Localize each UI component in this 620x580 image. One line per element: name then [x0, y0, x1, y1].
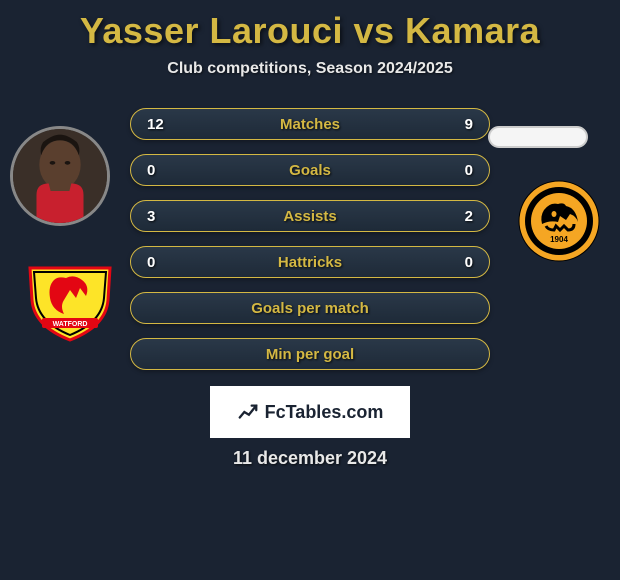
- stat-left-value: 3: [147, 208, 177, 225]
- fctables-logo: FcTables.com: [210, 386, 410, 438]
- stat-row-matches: 12 Matches 9: [130, 108, 490, 140]
- stat-label: Assists: [283, 208, 336, 225]
- player-avatar-right: [488, 126, 588, 148]
- stat-right-value: 9: [443, 116, 473, 133]
- stat-right-value: 0: [443, 162, 473, 179]
- chart-up-icon: [237, 401, 259, 423]
- comparison-title: Yasser Larouci vs Kamara: [0, 10, 620, 52]
- stat-right-value: 2: [443, 208, 473, 225]
- svg-text:WATFORD: WATFORD: [53, 321, 88, 328]
- player-silhouette-icon: [13, 129, 107, 223]
- date-text: 11 december 2024: [0, 448, 620, 469]
- stat-label: Hattricks: [278, 254, 342, 271]
- player-avatar-left: [10, 126, 110, 226]
- stat-row-goals-per-match: Goals per match: [130, 292, 490, 324]
- stat-row-hattricks: 0 Hattricks 0: [130, 246, 490, 278]
- stat-right-value: 0: [443, 254, 473, 271]
- stat-label: Goals: [289, 162, 331, 179]
- club-badge-right: 1904: [518, 180, 600, 262]
- stat-row-min-per-goal: Min per goal: [130, 338, 490, 370]
- stat-left-value: 0: [147, 254, 177, 271]
- stat-rows: 12 Matches 9 0 Goals 0 3 Assists 2 0 Hat…: [130, 108, 490, 370]
- logo-text: FcTables.com: [265, 402, 384, 423]
- stat-row-goals: 0 Goals 0: [130, 154, 490, 186]
- svg-text:1904: 1904: [550, 235, 568, 244]
- watford-badge-icon: WATFORD: [20, 260, 120, 344]
- club-badge-left: WATFORD: [20, 260, 120, 344]
- hull-city-badge-icon: 1904: [518, 180, 600, 262]
- stat-label: Min per goal: [266, 346, 354, 363]
- stat-label: Matches: [280, 116, 340, 133]
- stat-label: Goals per match: [251, 300, 369, 317]
- stat-row-assists: 3 Assists 2: [130, 200, 490, 232]
- stat-left-value: 12: [147, 116, 177, 133]
- season-subtitle: Club competitions, Season 2024/2025: [0, 60, 620, 78]
- stat-left-value: 0: [147, 162, 177, 179]
